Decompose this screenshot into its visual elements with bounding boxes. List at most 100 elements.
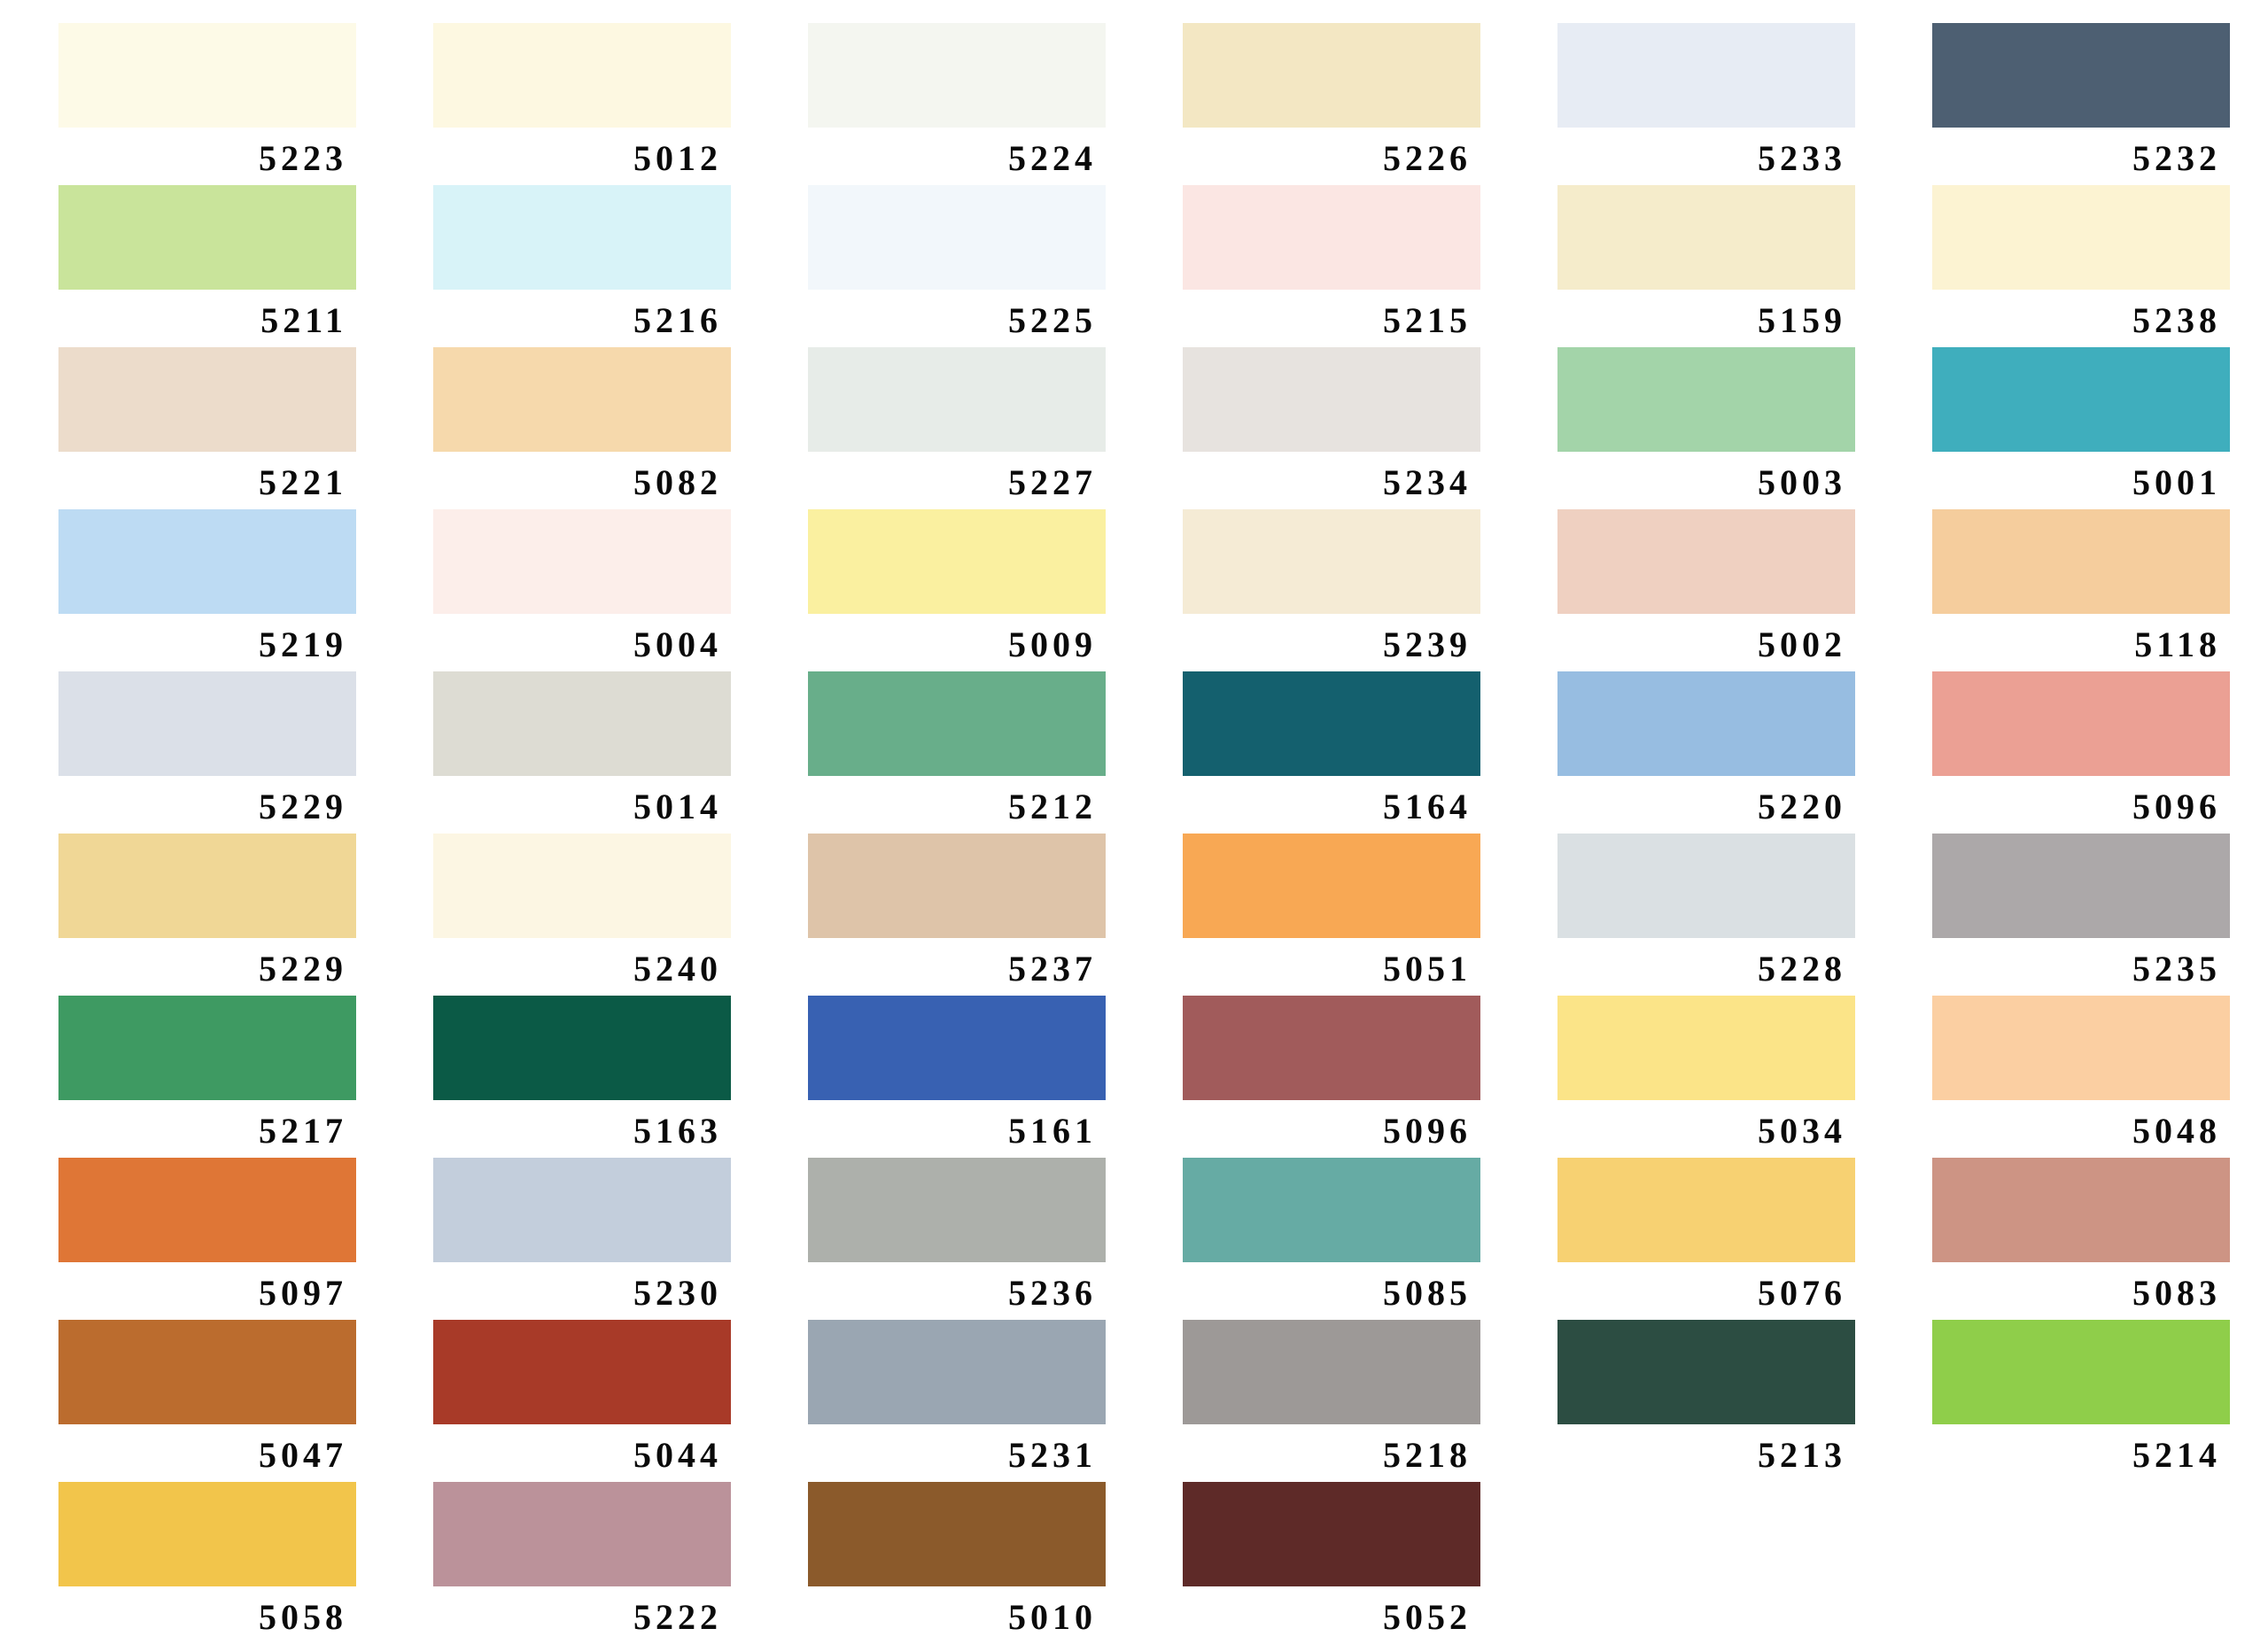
swatch-cell: 5034	[1557, 996, 1855, 1158]
swatch-code-label: 5220	[1758, 787, 1846, 826]
color-swatch	[1183, 1158, 1480, 1262]
color-swatch	[433, 23, 731, 128]
swatch-code-label: 5215	[1383, 300, 1472, 340]
swatch-cell: 5219	[58, 509, 356, 671]
swatch-code-label: 5234	[1383, 462, 1472, 502]
swatch-code-label: 5227	[1008, 462, 1097, 502]
swatch-code-label: 5009	[1008, 624, 1097, 664]
color-swatch	[433, 185, 731, 290]
color-swatch	[808, 996, 1106, 1100]
color-swatch	[58, 347, 356, 452]
color-swatch	[1183, 834, 1480, 938]
swatch-code-label: 5231	[1008, 1435, 1097, 1475]
color-swatch	[1932, 185, 2230, 290]
swatch-cell: 5229	[58, 834, 356, 996]
swatch-cell: 5236	[808, 1158, 1106, 1320]
color-swatch	[433, 671, 731, 776]
swatch-cell: 5238	[1932, 185, 2230, 347]
swatch-code-label: 5229	[259, 949, 347, 989]
color-swatch	[1183, 23, 1480, 128]
swatch-code-label: 5219	[259, 624, 347, 664]
swatch-cell: 5237	[808, 834, 1106, 996]
swatch-cell: 5228	[1557, 834, 1855, 996]
swatch-code-label: 5228	[1758, 949, 1846, 989]
swatch-cell: 5212	[808, 671, 1106, 834]
color-swatch	[1557, 834, 1855, 938]
swatch-code-label: 5083	[2132, 1273, 2221, 1313]
swatch-cell: 5004	[433, 509, 731, 671]
color-swatch	[1557, 1158, 1855, 1262]
swatch-code-label: 5236	[1008, 1273, 1097, 1313]
swatch-cell: 5218	[1183, 1320, 1480, 1482]
color-swatch	[808, 347, 1106, 452]
color-swatch	[1183, 185, 1480, 290]
swatch-cell: 5211	[58, 185, 356, 347]
swatch-cell: 5159	[1557, 185, 1855, 347]
swatch-code-label: 5212	[1008, 787, 1097, 826]
swatch-code-label: 5229	[259, 787, 347, 826]
color-swatch	[1932, 1320, 2230, 1424]
swatch-cell: 5085	[1183, 1158, 1480, 1320]
color-swatch	[1932, 996, 2230, 1100]
swatch-cell: 5221	[58, 347, 356, 509]
color-swatch	[1557, 347, 1855, 452]
swatch-code-label: 5238	[2132, 300, 2221, 340]
swatch-code-label: 5213	[1758, 1435, 1846, 1475]
swatch-cell: 5216	[433, 185, 731, 347]
swatch-code-label: 5096	[2132, 787, 2221, 826]
color-swatch	[808, 1158, 1106, 1262]
swatch-code-label: 5216	[633, 300, 722, 340]
color-swatch	[1557, 996, 1855, 1100]
swatch-code-label: 5226	[1383, 138, 1472, 178]
color-swatch	[1932, 671, 2230, 776]
swatch-code-label: 5217	[259, 1111, 347, 1151]
color-swatch	[1932, 509, 2230, 614]
color-swatch	[58, 1320, 356, 1424]
swatch-cell: 5227	[808, 347, 1106, 509]
swatch-cell: 5215	[1183, 185, 1480, 347]
swatch-code-label: 5225	[1008, 300, 1097, 340]
color-swatch	[58, 1482, 356, 1586]
color-swatch	[808, 671, 1106, 776]
swatch-cell: 5213	[1557, 1320, 1855, 1482]
swatch-cell: 5012	[433, 23, 731, 185]
swatch-code-label: 5164	[1383, 787, 1472, 826]
color-swatch	[808, 1482, 1106, 1586]
swatch-code-label: 5002	[1758, 624, 1846, 664]
swatch-cell: 5014	[433, 671, 731, 834]
color-swatch	[1183, 1482, 1480, 1586]
swatch-code-label: 5240	[633, 949, 722, 989]
swatch-code-label: 5235	[2132, 949, 2221, 989]
swatch-cell: 5226	[1183, 23, 1480, 185]
swatch-cell: 5076	[1557, 1158, 1855, 1320]
color-swatch	[433, 834, 731, 938]
swatch-code-label: 5232	[2132, 138, 2221, 178]
swatch-cell: 5220	[1557, 671, 1855, 834]
color-swatch	[433, 509, 731, 614]
swatch-code-label: 5034	[1758, 1111, 1846, 1151]
color-swatch	[808, 185, 1106, 290]
swatch-code-label: 5014	[633, 787, 722, 826]
swatch-cell: 5047	[58, 1320, 356, 1482]
color-swatch	[58, 23, 356, 128]
swatch-cell: 5002	[1557, 509, 1855, 671]
swatch-cell: 5010	[808, 1482, 1106, 1644]
swatch-cell: 5009	[808, 509, 1106, 671]
swatch-cell: 5058	[58, 1482, 356, 1644]
swatch-code-label: 5012	[633, 138, 722, 178]
swatch-cell: 5239	[1183, 509, 1480, 671]
swatch-cell: 5097	[58, 1158, 356, 1320]
swatch-code-label: 5047	[259, 1435, 347, 1475]
color-swatch	[58, 509, 356, 614]
swatch-cell: 5052	[1183, 1482, 1480, 1644]
swatch-code-label: 5044	[633, 1435, 722, 1475]
swatch-cell: 5001	[1932, 347, 2230, 509]
swatch-code-label: 5051	[1383, 949, 1472, 989]
color-swatch	[1183, 996, 1480, 1100]
swatch-code-label: 5224	[1008, 138, 1097, 178]
swatch-cell: 5161	[808, 996, 1106, 1158]
swatch-code-label: 5239	[1383, 624, 1472, 664]
swatch-cell: 5214	[1932, 1320, 2230, 1482]
color-swatch	[1557, 185, 1855, 290]
swatch-cell: 5051	[1183, 834, 1480, 996]
